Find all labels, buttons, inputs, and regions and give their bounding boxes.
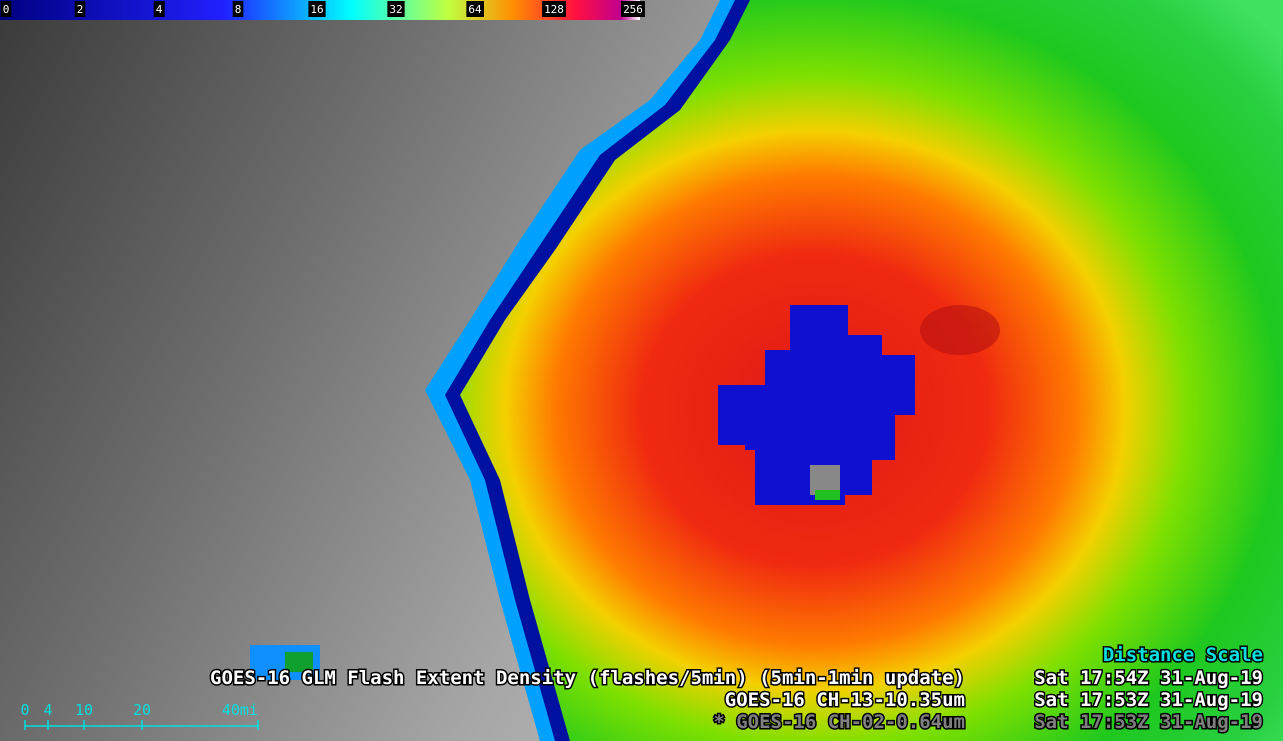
scale-label: 4 — [43, 701, 52, 719]
product-label: * GOES-16 CH-02-0.64um — [713, 711, 965, 733]
colorbar-label-box — [74, 1, 86, 17]
scale-label: 10 — [75, 701, 93, 719]
product-label: GOES-16 CH-13-10.35um — [725, 689, 965, 711]
colorbar-label: 4 — [156, 3, 163, 16]
colorbar-label-box — [387, 1, 405, 17]
colorbar-label-box — [153, 1, 165, 17]
lightning-flashes — [718, 305, 915, 505]
legend-title: Distance Scale — [1103, 644, 1263, 666]
colorbar-label: 128 — [544, 3, 564, 16]
colorbar-label-box — [466, 1, 484, 17]
colorbar-label: 32 — [389, 3, 402, 16]
cold-cloud-top — [920, 305, 1000, 355]
lightning-pixel — [815, 490, 840, 500]
time-label: Sat 17:53Z 31-Aug-19 — [1034, 689, 1263, 711]
colorbar-label-box — [232, 1, 244, 17]
scale-label: 0 — [20, 701, 29, 719]
time-label: Sat 17:53Z 31-Aug-19 — [1034, 711, 1263, 733]
colorbar-label: 8 — [235, 3, 242, 16]
colorbar-label: 256 — [623, 3, 643, 16]
colorbar-label-box — [308, 1, 326, 17]
colorbar-label: 0 — [3, 3, 10, 16]
time-label: Sat 17:54Z 31-Aug-19 — [1034, 667, 1263, 689]
colorbar-label: 64 — [468, 3, 482, 16]
colorbar-label-box — [542, 1, 566, 17]
colorbar-label-box — [0, 1, 12, 17]
scale-label: 20 — [133, 701, 151, 719]
scale-label: 40mi — [222, 701, 258, 719]
lightning-cell — [285, 652, 313, 672]
product-label: GOES-16 GLM Flash Extent Density (flashe… — [210, 667, 965, 689]
colorbar-label: 16 — [310, 3, 323, 16]
colorbar-label: 2 — [77, 3, 84, 16]
colorbar-label-box — [621, 1, 645, 17]
